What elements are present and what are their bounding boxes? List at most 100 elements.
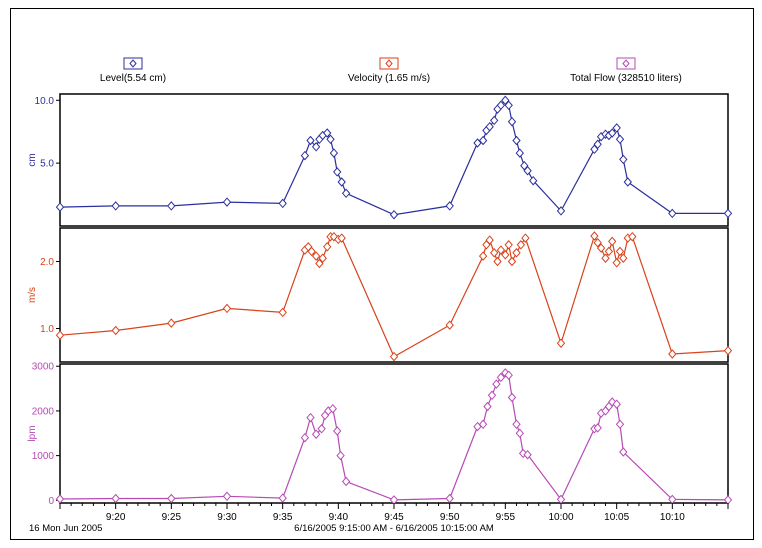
data-point-level [501, 95, 510, 106]
y-tick-label-level: 5.0 [40, 159, 54, 170]
data-point-velocity [668, 349, 677, 359]
data-point-velocity [516, 240, 526, 250]
data-point-level [278, 198, 287, 209]
x-tick-label: 9:45 [384, 512, 404, 523]
data-point-velocity [307, 246, 316, 257]
series-line-velocity [59, 234, 729, 358]
y-tick-label-flow: 1000 [32, 451, 55, 462]
panel-velocity: 1.0 2.0 m/s [27, 227, 733, 363]
data-point-flow [336, 450, 345, 461]
data-point-flow [483, 401, 492, 412]
data-point-level [612, 123, 621, 133]
data-point-flow [328, 403, 337, 414]
panel-flow: 0 1000 2000 3000 lpm [27, 362, 733, 507]
footer-time-range: 6/16/2005 9:15:00 AM - 6/16/2005 10:15:0… [294, 523, 494, 534]
data-point-flow [306, 412, 315, 423]
data-point-level [222, 197, 232, 207]
x-tick-label: 9:55 [496, 512, 516, 523]
data-point-level [341, 188, 351, 199]
data-point-level [337, 177, 346, 187]
data-point-flow [478, 419, 488, 430]
y-axis-label-velocity: m/s [27, 287, 38, 303]
panel-border-flow [59, 363, 729, 504]
data-point-velocity [493, 256, 502, 267]
data-point-velocity [604, 246, 614, 257]
data-point-velocity [608, 236, 617, 247]
y-tick-label-flow: 2000 [32, 406, 55, 417]
data-point-flow [487, 390, 497, 401]
legend-item-level: Level(5.54 cm) [100, 57, 166, 84]
x-tick-label: 9:40 [329, 512, 349, 523]
data-point-flow [333, 426, 342, 436]
data-point-level [496, 100, 506, 111]
chart-frame: Level(5.54 cm) Velocity (1.65 m/s) Total F… [10, 8, 754, 540]
data-point-level [529, 175, 538, 186]
data-point-velocity [596, 243, 606, 253]
data-point-velocity [512, 248, 521, 258]
data-point-velocity [478, 251, 488, 261]
legend-marker-velocity [385, 59, 393, 68]
data-point-velocity [315, 258, 324, 269]
x-tick-label: 10:00 [548, 512, 573, 523]
panel-border-level [59, 93, 729, 227]
data-point-velocity [496, 245, 506, 255]
data-point-velocity [323, 242, 332, 252]
legend-label-flow: Total Flow (328510 liters) [570, 73, 682, 84]
y-tick-label-velocity: 1.0 [40, 324, 54, 335]
data-point-level [668, 208, 677, 219]
footer-date: 16 Mon Jun 2005 [29, 523, 102, 534]
data-point-flow [515, 428, 524, 439]
data-point-flow [278, 493, 287, 503]
data-point-level [473, 138, 482, 148]
data-point-velocity [590, 231, 599, 241]
data-point-velocity [278, 307, 287, 318]
data-point-level [523, 165, 532, 176]
data-point-flow [496, 372, 506, 383]
data-point-level [300, 150, 310, 161]
data-point-flow [507, 392, 517, 403]
legend-item-flow: Total Flow (328510 liters) [570, 57, 682, 84]
data-point-level [445, 201, 454, 211]
data-point-velocity [521, 233, 530, 243]
data-point-level [507, 116, 517, 127]
data-point-velocity [619, 253, 628, 263]
data-point-flow [504, 370, 513, 380]
data-point-velocity [389, 351, 399, 362]
data-point-velocity [318, 253, 327, 263]
data-point-flow [167, 493, 176, 504]
data-point-velocity [445, 320, 454, 330]
x-tick-label: 9:20 [106, 512, 126, 523]
data-point-level [608, 128, 617, 138]
data-point-level [512, 135, 521, 146]
data-point-level [389, 209, 399, 220]
panel-level: 5.0 10.0 cm [27, 93, 733, 227]
data-point-velocity [593, 237, 602, 248]
data-point-flow [512, 419, 521, 430]
data-point-flow [612, 399, 621, 409]
y-tick-label-flow: 3000 [32, 362, 55, 373]
x-tick-label: 9:25 [162, 512, 182, 523]
data-point-level [556, 206, 566, 216]
data-point-level [623, 177, 632, 187]
legend-marker-level [129, 59, 137, 68]
y-tick-label-level: 10.0 [35, 96, 55, 107]
data-point-velocity [111, 325, 120, 336]
legend-label-velocity: Velocity (1.65 m/s) [348, 73, 430, 84]
data-point-velocity [167, 318, 176, 328]
y-axis-label-flow: lpm [27, 425, 38, 441]
data-point-velocity [615, 246, 625, 257]
data-point-velocity [55, 330, 65, 340]
data-point-velocity [501, 250, 510, 260]
data-point-level [619, 154, 628, 165]
data-point-flow [317, 424, 326, 434]
data-point-level [111, 201, 120, 211]
data-point-flow [593, 423, 602, 433]
data-point-velocity [723, 345, 733, 356]
data-point-level [723, 208, 733, 219]
data-point-flow [111, 493, 120, 504]
data-point-level [615, 134, 625, 145]
data-point-flow [300, 432, 310, 443]
data-point-level [333, 167, 342, 177]
data-point-level [520, 160, 529, 171]
x-tick-label: 9:30 [217, 512, 237, 523]
